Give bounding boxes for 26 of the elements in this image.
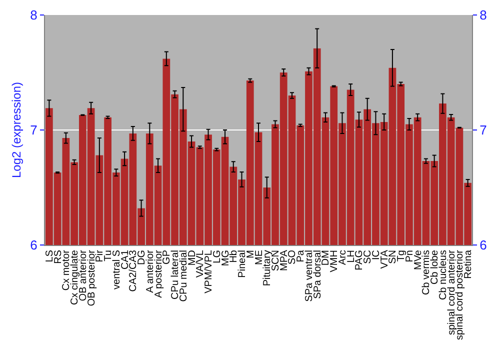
- x-tick-label: OB anterior: [78, 249, 89, 302]
- x-tick-label: Retina: [463, 250, 474, 279]
- y-tick-label: 8: [30, 8, 38, 23]
- x-tick-label: LS: [44, 250, 56, 262]
- x-tick-label: spinal cord posterior: [454, 249, 466, 340]
- y-axis-title: Log2 (expression): [9, 82, 24, 178]
- x-tick-label: ventral S: [111, 250, 122, 290]
- x-tick-label: LG: [212, 250, 223, 264]
- x-tick-label: RS: [52, 250, 64, 264]
- x-tick-label: CPu medial: [178, 250, 190, 302]
- y2-tick-label: 8: [480, 8, 487, 23]
- x-tick-label: Arc: [337, 250, 348, 265]
- x-tick-label: OB posterior: [86, 249, 98, 306]
- y-tick-label: 6: [30, 238, 38, 253]
- x-tick-label: A anterior: [144, 249, 156, 293]
- x-tick-label: Pituitary: [262, 250, 274, 286]
- x-tick-label: Pineal: [237, 250, 248, 278]
- x-tick-label: ME: [254, 250, 265, 265]
- x-tick-label: Cb nucleus: [438, 250, 449, 300]
- y-tick-label: 7: [30, 122, 38, 138]
- y2-tick-label: 7: [480, 122, 487, 138]
- x-tick-label: M: [245, 250, 256, 258]
- x-tick-label: SCN: [270, 250, 282, 272]
- x-tick-label: IC: [370, 250, 382, 260]
- y2-tick-label: 6: [480, 238, 487, 253]
- x-tick-label: A posterior: [153, 249, 164, 298]
